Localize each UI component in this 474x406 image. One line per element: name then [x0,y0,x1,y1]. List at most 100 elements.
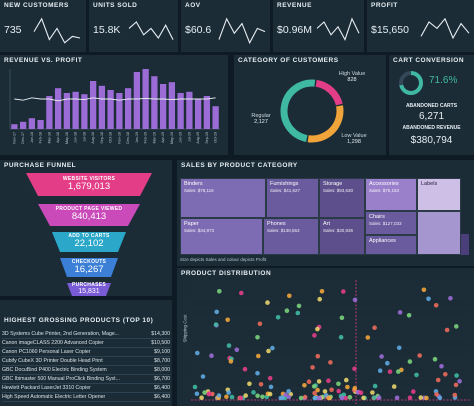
treemap-tile-labels[interactable]: Labels [417,178,461,211]
product-point[interactable] [298,395,304,401]
product-point[interactable] [443,372,448,377]
product-point[interactable] [361,395,366,401]
product-point[interactable] [424,395,429,401]
product-point[interactable] [385,360,390,366]
product-point[interactable] [322,389,328,394]
treemap-tile-phones[interactable]: Phones Sales: $138,553 [263,218,319,255]
product-point[interactable] [257,321,263,327]
product-point[interactable] [358,390,364,396]
product-point[interactable] [432,356,438,362]
product-point[interactable] [206,391,212,397]
revenue-bar[interactable] [177,93,184,129]
product-point[interactable] [371,395,377,400]
revenue-bar[interactable] [194,99,202,129]
product-point[interactable] [421,287,427,293]
product-point[interactable] [228,359,234,364]
product-point[interactable] [287,293,292,299]
table-row[interactable]: Canon PC1060 Personal Laser Copier $9,10… [2,348,170,357]
table-row[interactable]: Canon imageCLASS 2200 Advanced Copier $1… [2,339,170,348]
product-point[interactable] [329,387,334,393]
treemap-tile-chairs[interactable]: Chairs Sales: $127,033 [365,211,417,235]
product-point[interactable] [317,296,322,302]
product-point[interactable] [251,390,256,395]
product-point[interactable] [256,353,261,359]
treemap-tile-furnishings[interactable]: Furnishings Sales: $41,627 [266,178,319,218]
product-point[interactable] [192,384,198,390]
product-point[interactable] [229,394,235,400]
product-point[interactable] [311,384,317,389]
product-point[interactable] [372,325,377,330]
product-point[interactable] [260,394,265,400]
donut-segment[interactable] [307,105,344,143]
product-point[interactable] [315,387,320,393]
product-point[interactable] [434,392,439,397]
product-point[interactable] [326,378,331,383]
product-point[interactable] [418,395,424,400]
product-point[interactable] [224,394,229,400]
product-point[interactable] [453,382,459,388]
product-point[interactable] [202,390,207,395]
product-point[interactable] [247,381,252,387]
product-point[interactable] [414,372,419,378]
product-point[interactable] [345,384,350,390]
product-point[interactable] [338,334,344,340]
funnel-stage-add-to-cart[interactable] [52,232,126,252]
treemap-tile-accessories[interactable]: Accessories Sales: $75,153 [365,178,417,211]
product-point[interactable] [283,392,288,397]
product-point[interactable] [312,395,318,401]
product-point[interactable] [391,384,397,389]
product-point[interactable] [370,390,375,395]
product-point[interactable] [255,370,260,376]
donut-segment[interactable] [280,79,316,142]
revenue-bar[interactable] [19,121,27,129]
product-point[interactable] [448,296,453,301]
product-point[interactable] [195,350,200,356]
product-point[interactable] [267,391,273,397]
product-point[interactable] [407,395,413,401]
revenue-bar[interactable] [116,93,123,129]
product-point[interactable] [217,289,222,294]
treemap-tile-appliances[interactable]: Appliances [365,235,417,255]
product-point[interactable] [214,309,219,315]
product-point[interactable] [280,395,285,400]
product-point[interactable] [406,313,412,318]
revenue-bar[interactable] [159,84,167,129]
product-point[interactable] [352,366,357,372]
product-point[interactable] [444,327,450,333]
revenue-bar[interactable] [11,124,18,129]
donut-segment[interactable] [315,79,343,106]
product-point[interactable] [339,315,345,321]
funnel-stage-purchases[interactable] [67,283,111,296]
product-point[interactable] [315,353,321,359]
table-row[interactable]: Hewlett Packard LaserJet 3310 Copier $6,… [2,384,170,393]
product-point[interactable] [319,289,325,294]
product-point[interactable] [200,374,206,379]
funnel-stage-visitors[interactable] [26,173,152,196]
revenue-bar[interactable] [186,91,193,129]
product-point[interactable] [209,353,214,358]
table-row[interactable]: GBC DocuBind P400 Electric Binding Syste… [2,366,170,375]
revenue-bar[interactable] [46,96,53,129]
product-point[interactable] [302,394,308,400]
product-point[interactable] [435,377,441,383]
product-point[interactable] [270,345,275,351]
revenue-bar[interactable] [54,88,62,129]
product-point[interactable] [377,368,383,373]
product-point[interactable] [417,353,422,358]
product-point[interactable] [326,395,331,401]
revenue-bar[interactable] [98,85,106,129]
table-row[interactable]: High Speed Automatic Electric Letter Ope… [2,393,170,402]
product-point[interactable] [239,290,244,296]
revenue-bar[interactable] [81,94,88,129]
product-point[interactable] [310,365,315,370]
product-point[interactable] [411,389,416,394]
table-row[interactable]: GBC Ibimaster 500 Manual ProClick Bindin… [2,375,170,384]
product-point[interactable] [238,395,243,401]
product-point[interactable] [457,379,462,384]
product-point[interactable] [352,297,358,303]
product-point[interactable] [387,369,393,374]
product-point[interactable] [234,347,240,353]
product-point[interactable] [343,395,349,401]
product-point[interactable] [267,375,273,381]
revenue-bar[interactable] [107,90,114,129]
